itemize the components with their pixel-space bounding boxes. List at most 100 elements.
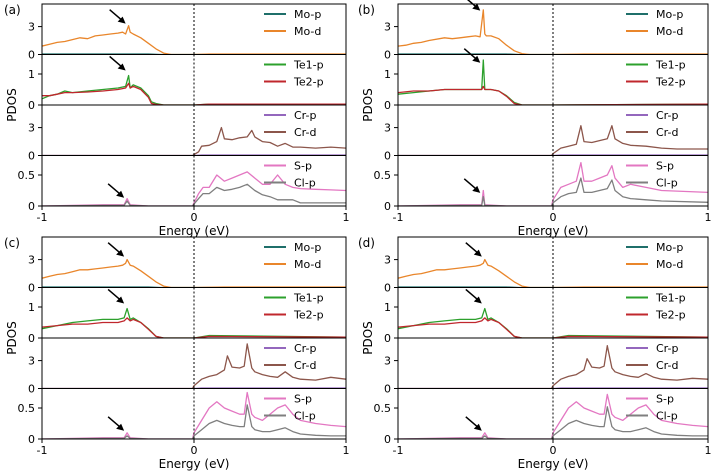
y-tick-label: 0	[384, 282, 391, 295]
legend-label-Mo-p: Mo-p	[294, 241, 321, 254]
legend-label-S-p: S-p	[656, 393, 674, 406]
y-tick-label: 0	[384, 332, 391, 345]
y-axis-label: PDOS	[361, 321, 375, 355]
x-tick-label: 1	[343, 444, 350, 457]
panel-b: (b) 0 3 Mo-p Mo-d 0 1 Te1-p Te2-p 0 3 Cr-p Cr-d 0 0.5 S…	[358, 0, 712, 238]
y-tick-label: 3	[28, 21, 35, 34]
y-axis-label: PDOS	[5, 88, 19, 122]
subplot-3: 0 3 Cr-p Cr-d	[28, 104, 346, 163]
y-tick-label: 3	[28, 254, 35, 267]
y-tick-label: 0	[384, 200, 391, 213]
legend-label-Cl-p: Cl-p	[656, 177, 678, 190]
subplot-3: 0 3 Cr-p Cr-d	[28, 337, 346, 396]
y-tick-label: 3	[384, 254, 391, 267]
x-tick-label: 0	[191, 444, 198, 457]
y-tick-label: 0	[384, 433, 391, 446]
series-line-Cr-d	[42, 343, 346, 389]
subplot-1: 0 3 Mo-p Mo-d	[28, 4, 346, 62]
y-tick-label: 0.5	[374, 169, 392, 182]
legend-label-Cr-d: Cr-d	[656, 359, 678, 372]
legend-label-S-p: S-p	[656, 160, 674, 173]
arrow-head	[472, 55, 481, 63]
x-tick-label: -1	[37, 211, 48, 224]
legend-label-Cl-p: Cl-p	[656, 410, 678, 423]
series-line-Te1-p	[398, 307, 708, 338]
legend-label-Cr-d: Cr-d	[294, 126, 316, 139]
y-tick-label: 3	[28, 355, 35, 368]
legend-label-Te1-p: Te1-p	[655, 292, 686, 305]
legend-label-Mo-d: Mo-d	[294, 258, 321, 271]
subplot-3: 0 3 Cr-p Cr-d	[384, 104, 708, 163]
subplot-4: 0 0.5 S-p Cl-p	[18, 388, 346, 446]
legend-label-Cl-p: Cl-p	[294, 177, 316, 190]
series-line-Cr-d	[398, 345, 708, 389]
arrow-head	[472, 185, 481, 193]
y-tick-label: 0	[384, 383, 391, 396]
x-axis-label: Energy (eV)	[159, 457, 230, 471]
y-tick-label: 0	[28, 433, 35, 446]
series-line-Mo-d	[398, 9, 708, 55]
y-tick-label: 0	[384, 49, 391, 62]
x-tick-label: 0	[550, 444, 557, 457]
legend-label-Cr-p: Cr-p	[656, 342, 678, 355]
y-axis-label: PDOS	[361, 88, 375, 122]
x-axis-label: Energy (eV)	[159, 224, 230, 238]
series-line-Cr-d	[42, 126, 346, 156]
series-line-Mo-d	[398, 258, 708, 288]
y-tick-label: 0	[28, 200, 35, 213]
legend-label-Cr-p: Cr-p	[656, 109, 678, 122]
arrow-head	[473, 249, 482, 257]
subplot-2: 0 1 Te1-p Te2-p	[28, 54, 346, 112]
series-line-Cr-d	[398, 125, 708, 156]
series-line-Te2-p	[398, 85, 708, 105]
y-tick-label: 0	[28, 282, 35, 295]
legend-label-Mo-p: Mo-p	[656, 8, 683, 21]
series-line-Cl-p	[398, 177, 708, 206]
subplot-4: 0 0.5 S-p Cl-p	[374, 388, 708, 446]
arrow-head	[116, 190, 125, 198]
subplot-2: 0 1 Te1-p Te2-p	[384, 48, 708, 112]
y-tick-label: 3	[384, 355, 391, 368]
subplot-1: 0 3 Mo-p Mo-d	[384, 237, 708, 295]
legend-label-Cr-d: Cr-d	[656, 126, 678, 139]
legend-label-Cr-p: Cr-p	[294, 342, 316, 355]
panel-label: (d)	[358, 236, 375, 250]
x-tick-label: 1	[343, 211, 350, 224]
series-line-Mo-d	[42, 258, 346, 288]
legend-label-Te2-p: Te2-p	[293, 309, 324, 322]
legend-label-Te1-p: Te1-p	[655, 59, 686, 72]
x-tick-label: -1	[393, 444, 404, 457]
y-tick-label: 0	[28, 99, 35, 112]
x-tick-label: 0	[550, 211, 557, 224]
y-tick-label: 3	[384, 21, 391, 34]
arrow-head	[117, 16, 126, 24]
y-tick-label: 0.5	[18, 402, 36, 415]
x-axis-label: Energy (eV)	[518, 224, 589, 238]
series-line-Te2-p	[42, 82, 346, 105]
series-line-Te1-p	[42, 307, 346, 338]
panel-label: (a)	[4, 3, 21, 17]
arrow-head	[116, 296, 125, 304]
arrow-head	[116, 423, 125, 431]
y-tick-label: 0	[28, 383, 35, 396]
legend-label-Mo-d: Mo-d	[656, 258, 683, 271]
y-tick-label: 3	[28, 122, 35, 135]
x-tick-label: 1	[705, 211, 712, 224]
x-axis-label: Energy (eV)	[518, 457, 589, 471]
legend-label-Te2-p: Te2-p	[655, 76, 686, 89]
legend-label-Te1-p: Te1-p	[293, 292, 324, 305]
legend-label-Mo-d: Mo-d	[294, 25, 321, 38]
legend-label-Te2-p: Te2-p	[293, 76, 324, 89]
legend-label-Te1-p: Te1-p	[293, 59, 324, 72]
subplot-1: 0 3 Mo-p Mo-d	[28, 237, 346, 295]
legend-label-Mo-d: Mo-d	[656, 25, 683, 38]
y-tick-label: 0.5	[18, 169, 36, 182]
legend-label-S-p: S-p	[294, 160, 312, 173]
y-tick-label: 3	[384, 122, 391, 135]
panel-label: (b)	[358, 3, 375, 17]
series-line-Te2-p	[42, 317, 346, 338]
y-tick-label: 1	[384, 301, 391, 314]
subplot-1: 0 3 Mo-p Mo-d	[384, 0, 708, 62]
arrow-head	[117, 63, 126, 71]
x-tick-label: 1	[705, 444, 712, 457]
